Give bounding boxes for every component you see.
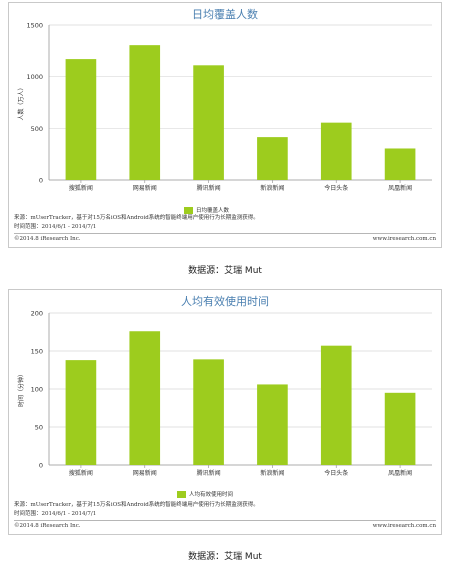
source-note: 来源：mUserTracker，基于对15万名iOS和Android系统的智能终… (14, 502, 259, 508)
chart-footer: 来源：mUserTracker，基于对15万名iOS和Android系统的智能终… (14, 501, 436, 531)
x-tick-label: 网易新闻 (133, 469, 157, 477)
legend: 人均有效使用时间 (177, 490, 233, 498)
chart-footer: 来源：mUserTracker，基于对15万名iOS和Android系统的智能终… (14, 214, 436, 244)
legend-label: 日均覆盖人数 (196, 208, 230, 214)
x-tick-label: 今日头条 (324, 469, 348, 477)
y-tick-label: 200 (31, 310, 43, 318)
y-tick-label: 0 (39, 462, 43, 470)
x-tick-label: 搜狐新闻 (69, 184, 93, 192)
bar-chart-svg: 0 50 100 150 200 时间（分钟） 搜狐新闻 网易新闻 腾讯新闻 新浪新闻 今日头条 凤凰… (17, 310, 432, 477)
y-tick-label: 1000 (26, 73, 43, 81)
x-tick-label: 网易新闻 (133, 184, 157, 192)
bar-6 (384, 392, 416, 465)
bar-4 (257, 384, 288, 465)
y-axis-label: 时间（分钟） (17, 371, 25, 407)
x-tick-label: 今日头条 (324, 184, 348, 192)
x-tick-label: 凤凰新闻 (388, 469, 412, 477)
footer-divider (14, 233, 436, 234)
footer-divider (14, 520, 436, 521)
bar-5 (320, 345, 352, 465)
source-note: 来源：mUserTracker，基于对15万名iOS和Android系统的智能终… (14, 215, 259, 221)
legend-label: 人均有效使用时间 (189, 492, 234, 498)
chart-title: 人均有效使用时间 (181, 295, 269, 308)
site-link[interactable]: www.iresearch.com.cn (372, 236, 436, 242)
caption: 数据源：艾瑞 Mut (188, 266, 262, 276)
y-tick-label: 0 (39, 177, 43, 185)
legend-swatch (177, 490, 186, 498)
x-tick-label: 新浪新闻 (260, 184, 284, 192)
chart-title: 日均覆盖人数 (192, 8, 258, 21)
y-tick-label: 1500 (26, 22, 43, 30)
bar-2 (129, 331, 161, 465)
copyright: ©2014.8 iResearch Inc. (14, 523, 81, 529)
legend: 日均覆盖人数 (184, 206, 229, 214)
x-tick-label: 腾讯新闻 (197, 469, 221, 477)
copyright: ©2014.8 iResearch Inc. (14, 236, 81, 242)
y-tick-label: 100 (31, 386, 43, 394)
bar-4 (257, 137, 288, 180)
bar-1 (65, 360, 97, 465)
x-tick-label: 新浪新闻 (260, 469, 284, 477)
site-link[interactable]: www.iresearch.com.cn (372, 523, 436, 529)
chart-panel-2: 人均有效使用时间 0 50 100 150 200 时间（分钟） 搜狐新闻 网易新闻 腾讯新闻 新… (8, 289, 442, 535)
y-tick-label: 150 (31, 348, 43, 356)
period-note: 时间范围：2014/6/1 - 2014/7/1 (14, 224, 97, 230)
bar-2 (129, 45, 161, 181)
x-tick-label: 凤凰新闻 (388, 184, 412, 192)
caption: 数据源：艾瑞 Mut (188, 552, 262, 562)
chart-panel-1: 日均覆盖人数 0 500 1000 1500 人数（万人） 搜狐新闻 网易新闻 腾讯新闻 新浪新… (8, 2, 442, 248)
bar-3 (193, 65, 224, 180)
y-axis-label: 人数（万人） (17, 84, 25, 120)
y-tick-label: 500 (31, 125, 43, 133)
period-note: 时间范围：2014/6/1 - 2014/7/1 (14, 511, 97, 517)
bar-3 (193, 359, 224, 465)
x-tick-label: 搜狐新闻 (69, 469, 93, 477)
y-tick-label: 50 (35, 424, 43, 432)
x-tick-label: 腾讯新闻 (197, 184, 221, 192)
bar-5 (320, 122, 352, 180)
bar-chart-svg: 0 500 1000 1500 人数（万人） 搜狐新闻 网易新闻 腾讯新闻 新浪新闻 今日头条 凤凰… (17, 22, 432, 192)
bar-1 (65, 59, 97, 180)
legend-swatch (184, 206, 193, 214)
bar-6 (384, 148, 416, 180)
